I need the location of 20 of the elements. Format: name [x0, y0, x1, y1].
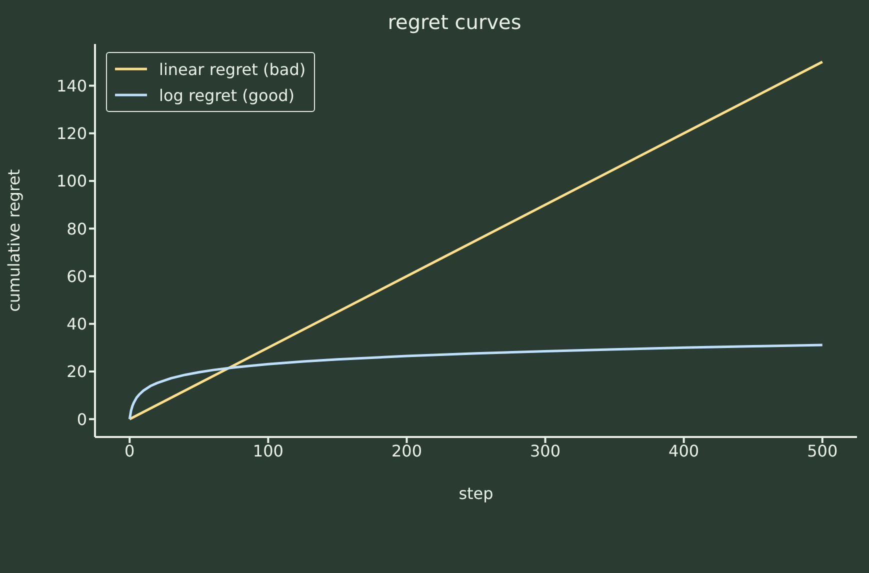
- chart-title: regret curves: [386, 10, 522, 34]
- y-tick-label: 120: [56, 124, 87, 143]
- x-tick-label: 300: [530, 441, 561, 460]
- x-axis-title: step: [458, 484, 494, 503]
- x-tick-label: 400: [668, 441, 700, 460]
- x-tick-label: 500: [807, 441, 838, 460]
- x-tick-label: 200: [391, 441, 422, 460]
- y-tick-label: 40: [66, 314, 87, 334]
- legend-label: linear regret (bad): [159, 60, 306, 78]
- line-series: [128, 344, 824, 420]
- y-tick-label: 20: [66, 362, 87, 382]
- y-tick-label: 80: [66, 219, 87, 238]
- legend-label: log regret (good): [159, 86, 295, 104]
- x-tick-label: 100: [252, 441, 284, 460]
- y-tick-label: 100: [56, 172, 87, 191]
- y-tick-label: 60: [66, 266, 87, 286]
- y-tick-label: 140: [56, 76, 87, 96]
- y-tick-label: 0: [76, 410, 87, 429]
- x-tick-label: 0: [124, 441, 135, 460]
- y-axis-title: cumulative regret: [4, 169, 24, 312]
